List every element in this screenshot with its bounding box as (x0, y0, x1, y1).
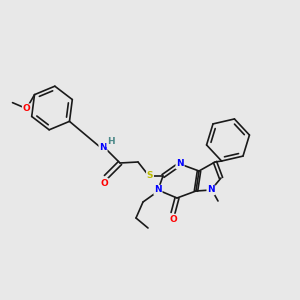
Text: N: N (176, 160, 184, 169)
Text: O: O (169, 214, 177, 224)
Text: O: O (100, 178, 108, 188)
Text: N: N (154, 185, 162, 194)
Text: N: N (207, 185, 215, 194)
Text: S: S (147, 172, 153, 181)
Text: O: O (22, 104, 30, 113)
Text: H: H (107, 137, 115, 146)
Text: N: N (99, 142, 107, 152)
